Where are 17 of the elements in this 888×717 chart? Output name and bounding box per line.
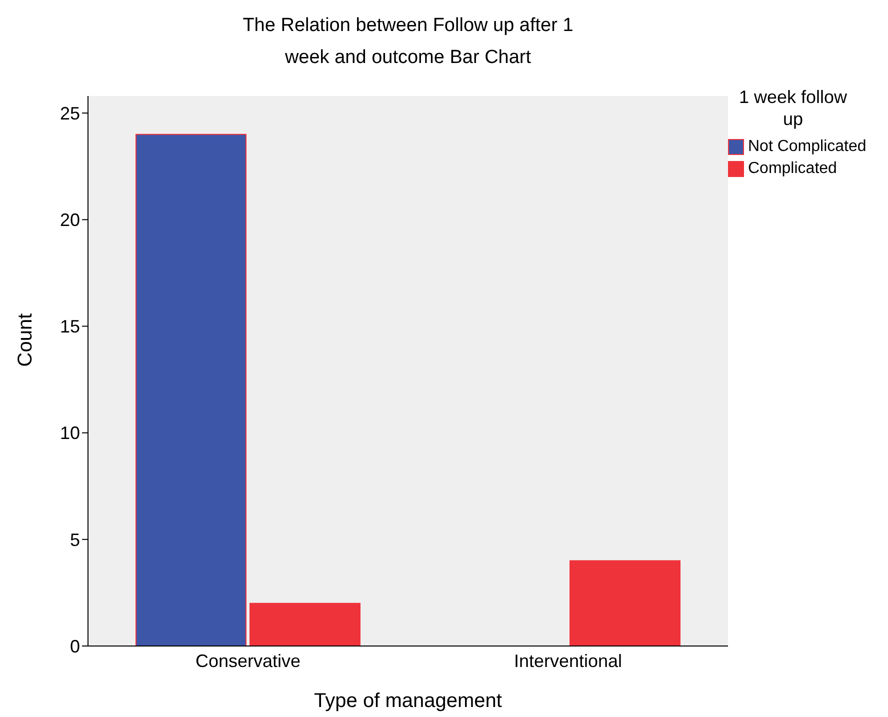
- chart-title: The Relation between Follow up after 1 week and outcome Bar Chart: [242, 14, 574, 70]
- bar: [250, 602, 360, 646]
- legend-label: Complicated: [748, 160, 837, 178]
- bar: [136, 134, 246, 646]
- legend-label: Not Complicated: [748, 138, 866, 156]
- y-tick-label: 0: [70, 636, 80, 656]
- x-tick-label: Interventional: [514, 650, 622, 671]
- y-axis-title: Count: [14, 313, 38, 367]
- x-tick-label: Conservative: [195, 650, 301, 671]
- y-tick-label: 15: [60, 316, 80, 337]
- y-tick-label: 25: [60, 103, 80, 124]
- y-tick-label: 5: [70, 530, 80, 550]
- x-axis-title: Type of management: [313, 690, 503, 713]
- bar: [570, 560, 680, 646]
- legend-title: 1 week follow up: [738, 86, 848, 130]
- y-tick-label: 20: [60, 210, 80, 230]
- y-tick-label: 10: [60, 423, 80, 444]
